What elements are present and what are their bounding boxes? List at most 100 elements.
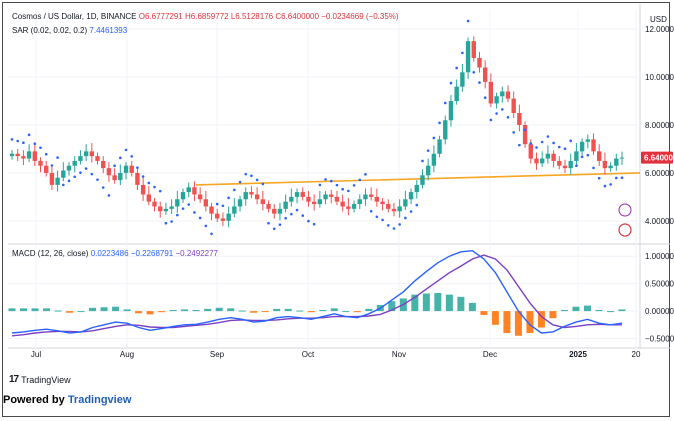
candle-body — [602, 160, 608, 169]
sar-dot — [198, 216, 202, 220]
sar-dot — [592, 166, 595, 170]
candle-body — [500, 91, 505, 97]
sar-dot — [575, 164, 578, 168]
sar-dot — [22, 141, 25, 145]
sar-dot — [358, 178, 362, 182]
sar-dot — [119, 156, 122, 160]
macd-histogram-bar — [353, 311, 361, 313]
candle-body — [591, 139, 596, 152]
sar-dot — [79, 171, 82, 174]
candle-body — [517, 113, 522, 125]
candle-body — [66, 165, 72, 171]
candle-body — [44, 165, 49, 173]
sar-dot — [324, 178, 327, 181]
sar-dot — [124, 148, 128, 152]
sar-dot — [563, 147, 567, 151]
sar-dot — [518, 143, 521, 147]
macd-histogram-bar — [123, 309, 131, 312]
candle-body — [420, 175, 425, 185]
candle-body — [260, 199, 266, 205]
candle-body — [471, 41, 476, 58]
candle-body — [283, 201, 288, 209]
candle-body — [95, 156, 100, 161]
time-axis-label: Aug — [120, 350, 134, 359]
sar-dot — [472, 70, 476, 74]
sar-dot — [432, 136, 436, 140]
macd-histogram-bar — [158, 311, 166, 313]
macd-histogram-bar — [606, 311, 614, 313]
sar-dot — [415, 203, 419, 207]
sar-dot — [181, 207, 185, 210]
sar-dot — [512, 131, 515, 134]
sar-dot — [101, 186, 105, 189]
candle-body — [608, 165, 613, 169]
sar-dot — [352, 184, 356, 187]
candle-body — [106, 168, 112, 176]
candle-body — [614, 158, 619, 166]
candle-body — [254, 194, 260, 200]
sar-dot — [329, 179, 333, 183]
candle-body — [55, 177, 60, 185]
price-legend: Cosmos / US Dollar, 1D, BINANCE O6.67772… — [12, 12, 399, 21]
sar-dot — [466, 19, 470, 23]
sar-dot — [255, 178, 259, 182]
sar-dot — [141, 175, 145, 178]
sar-dot — [33, 142, 37, 145]
macd-histogram-bar — [526, 311, 534, 334]
candle-body — [374, 196, 380, 202]
tradingview-logo[interactable]: 17 TradingView — [9, 374, 71, 385]
sar-dot — [506, 116, 510, 119]
sar-legend: SAR (0.02, 0.02, 0.2) 7.4461393 — [12, 26, 127, 35]
sar-value: 7.4461393 — [89, 26, 128, 35]
candle-body — [585, 139, 590, 142]
sar-dot — [569, 139, 572, 143]
macd-axis-label: −0.50000 — [645, 335, 674, 344]
sar-dot — [449, 81, 453, 85]
macd-axis-label: 0.50000 — [645, 280, 674, 289]
sar-dot — [67, 179, 71, 183]
candle-body — [277, 208, 283, 214]
sar-dot — [39, 146, 42, 150]
candle-body — [294, 192, 300, 197]
sar-dot — [546, 135, 550, 138]
candle-body — [443, 120, 448, 140]
sar-dot — [158, 189, 162, 193]
sar-dot — [215, 202, 219, 206]
candle-body — [494, 96, 499, 104]
sar-dot — [580, 155, 584, 159]
candle-body — [334, 196, 340, 202]
candle-body — [596, 151, 602, 161]
candle-body — [266, 204, 271, 209]
sar-dot — [307, 219, 310, 223]
sar-dot — [50, 164, 54, 167]
candle-body — [192, 187, 197, 195]
macd-histogram-bar — [422, 293, 430, 312]
candle-body — [175, 199, 180, 207]
powered-link[interactable]: Tradingview — [67, 394, 132, 406]
sar-dot — [318, 183, 322, 187]
candle-body — [386, 204, 391, 209]
candle-body — [568, 160, 573, 169]
candle-body — [220, 218, 226, 221]
macd-histogram-bar — [169, 309, 177, 312]
macd-histogram-bar — [238, 310, 246, 312]
sar-dot — [347, 189, 350, 193]
sar-dot — [267, 221, 270, 225]
candle-body — [112, 175, 117, 181]
sar-dot — [369, 209, 373, 213]
sar-dot — [62, 183, 65, 187]
candle-body — [89, 151, 95, 157]
candle-body — [488, 81, 494, 104]
symbol-title: Cosmos / US Dollar, 1D, BINANCE — [12, 12, 137, 21]
trendline — [195, 172, 641, 186]
candle-body — [38, 160, 43, 166]
candle-body — [505, 91, 511, 99]
sar-dot — [489, 118, 493, 122]
sar-dot — [295, 208, 299, 212]
macd-histogram-bar — [77, 311, 85, 313]
macd-histogram-bar — [503, 311, 511, 334]
powered-text: Powered by — [3, 394, 65, 406]
sar-dot — [27, 133, 31, 137]
candle-body — [534, 158, 539, 164]
